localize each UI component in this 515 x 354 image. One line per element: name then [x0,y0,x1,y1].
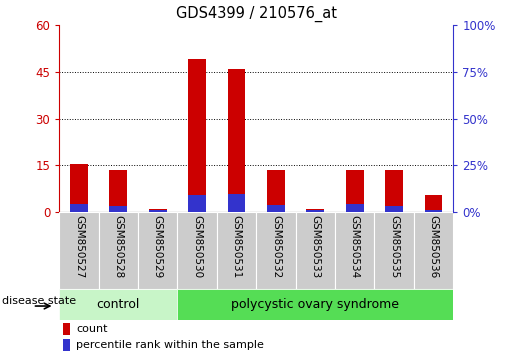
Text: GSM850529: GSM850529 [153,216,163,279]
Bar [385,170,403,212]
Text: GSM850535: GSM850535 [389,216,399,279]
Text: disease state: disease state [2,296,76,306]
Bar [335,212,374,289]
Bar [188,59,206,212]
Bar [70,164,88,212]
Bar [425,195,442,212]
Text: GSM850536: GSM850536 [428,216,438,279]
Bar [110,206,127,212]
Bar [346,170,364,212]
Bar [59,212,99,289]
Bar [374,212,414,289]
Text: control: control [97,298,140,311]
Bar [267,170,285,212]
Bar [296,212,335,289]
Bar [306,210,324,212]
Bar [414,212,453,289]
Bar [425,210,442,212]
Bar [228,69,245,212]
Bar [188,195,206,212]
Bar [149,209,166,212]
Text: GSM850534: GSM850534 [350,216,359,279]
Title: GDS4399 / 210576_at: GDS4399 / 210576_at [176,6,337,22]
Text: GSM850527: GSM850527 [74,216,84,279]
Bar [217,212,256,289]
Text: GSM850533: GSM850533 [311,216,320,279]
Bar [149,210,166,212]
Text: percentile rank within the sample: percentile rank within the sample [76,340,264,350]
Bar [63,339,70,350]
Bar [256,212,296,289]
Bar [63,324,70,335]
Bar [267,205,285,212]
Bar [306,209,324,212]
Bar [346,204,364,212]
Bar [70,204,88,212]
Text: GSM850530: GSM850530 [192,216,202,279]
Bar [110,170,127,212]
Bar [99,212,138,289]
Text: GSM850528: GSM850528 [113,216,123,279]
Text: polycystic ovary syndrome: polycystic ovary syndrome [231,298,399,311]
Bar [177,289,453,320]
Text: count: count [76,324,108,334]
Text: GSM850532: GSM850532 [271,216,281,279]
Text: GSM850531: GSM850531 [232,216,242,279]
Bar [59,289,177,320]
Bar [228,194,245,212]
Bar [138,212,177,289]
Bar [177,212,217,289]
Bar [385,206,403,212]
